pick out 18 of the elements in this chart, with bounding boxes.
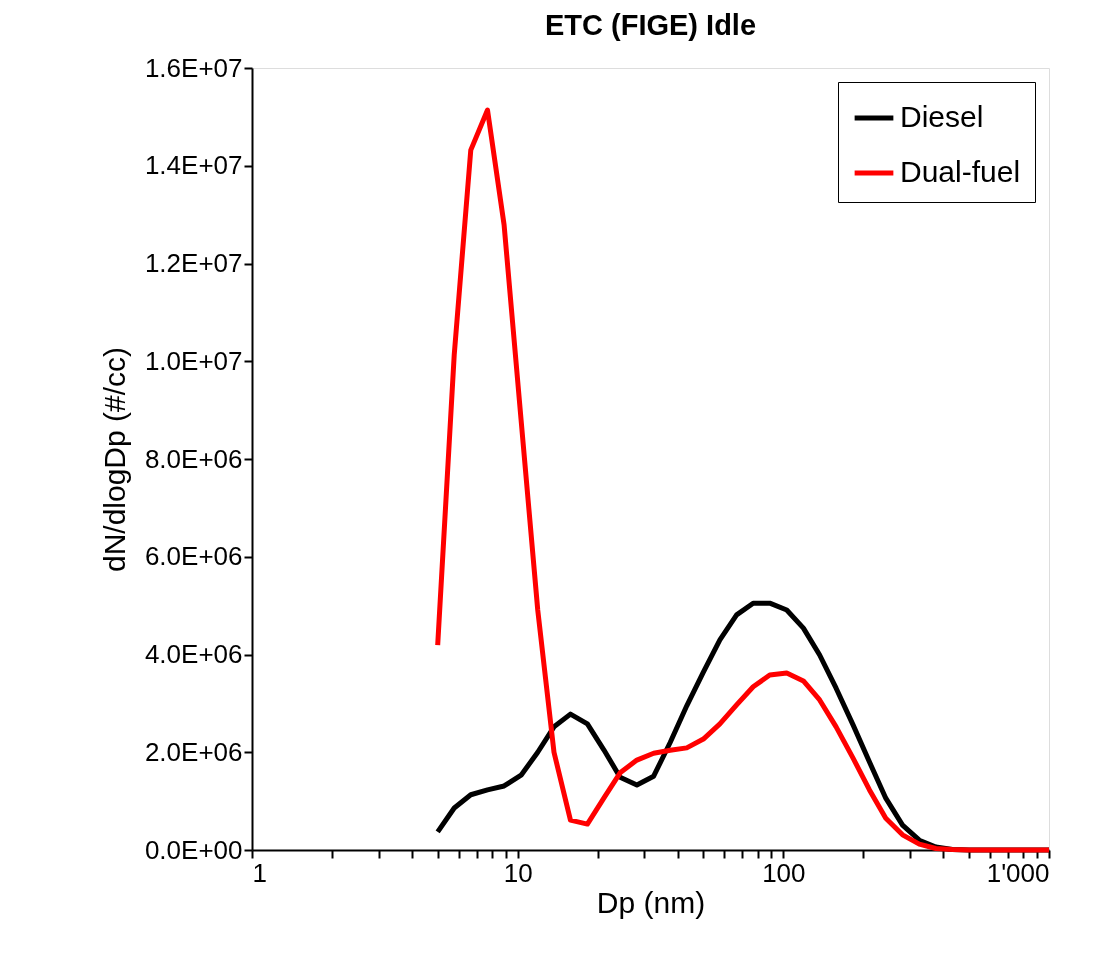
- legend-label: Diesel: [900, 100, 984, 133]
- x-tick-label: 1: [252, 857, 267, 888]
- y-tick-label: 2.0E+06: [144, 736, 243, 767]
- y-tick-label: 1.0E+07: [144, 345, 243, 376]
- y-tick-label: 0.0E+00: [144, 834, 243, 865]
- x-tick-label: 1'000: [986, 857, 1050, 888]
- x-tick-label: 10: [503, 857, 533, 888]
- chart-title: ETC (FIGE) Idle: [544, 9, 757, 41]
- y-tick-label: 8.0E+06: [144, 443, 243, 474]
- y-tick-label: 1.4E+07: [144, 150, 243, 181]
- y-tick-label: 6.0E+06: [144, 541, 243, 572]
- y-axis-title: dN/dlogDp (#/cc): [97, 346, 131, 573]
- x-axis-title: Dp (nm): [596, 885, 706, 919]
- y-tick-label: 1.2E+07: [144, 248, 243, 278]
- legend-label: Dual-fuel: [900, 155, 1021, 188]
- y-tick-label: 4.0E+06: [144, 639, 243, 669]
- x-tick-label: 100: [762, 857, 806, 888]
- y-tick-label: 1.6E+07: [144, 52, 243, 83]
